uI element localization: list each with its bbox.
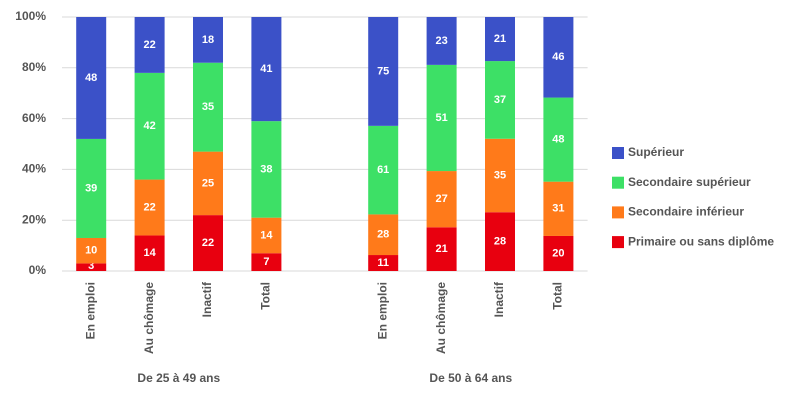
value-label: 42: [143, 120, 155, 132]
value-label: 22: [143, 201, 155, 213]
legend-label: Supérieur: [628, 145, 684, 159]
bar-segment: [426, 171, 457, 228]
bar-segment: [76, 138, 107, 238]
value-label: 28: [494, 236, 506, 248]
bar-segment: [193, 215, 223, 271]
value-label: 51: [435, 112, 447, 124]
bar-segment: [134, 235, 165, 271]
bar-segment: [76, 17, 107, 139]
value-label: 7: [263, 256, 269, 268]
bar-segment: [426, 227, 457, 271]
bar-segment: [251, 121, 282, 218]
x-tick-label: Total: [551, 282, 565, 310]
value-label: 41: [260, 63, 272, 75]
legend-swatch: [612, 147, 624, 159]
x-tick-label: Au chômage: [142, 282, 156, 354]
bar-segment: [485, 17, 515, 62]
bar-segment: [543, 235, 574, 271]
y-tick-label: 40%: [22, 162, 46, 176]
value-label: 25: [202, 177, 214, 189]
value-label: 11: [377, 257, 389, 269]
legend-swatch: [612, 236, 624, 249]
bar-segment: [193, 17, 223, 63]
group-label: De 50 à 64 ans: [429, 371, 512, 385]
value-label: 14: [143, 247, 156, 259]
legend-label: Secondaire inférieur: [628, 205, 744, 219]
value-label: 28: [377, 229, 389, 241]
value-label: 31: [552, 203, 564, 215]
bar-segment: [485, 212, 515, 271]
value-label: 35: [494, 169, 506, 181]
x-tick-label: Total: [259, 282, 273, 310]
value-label: 22: [143, 39, 155, 51]
bar-segment: [193, 62, 223, 152]
value-label: 21: [494, 33, 506, 45]
group-label: De 25 à 49 ans: [137, 371, 220, 385]
x-tick-label: Inactif: [200, 281, 214, 317]
x-tick-label: Inactif: [492, 281, 506, 317]
x-tick-label: En emploi: [83, 282, 97, 339]
value-label: 3: [88, 260, 94, 272]
value-label: 10: [85, 245, 97, 257]
bar-segment: [368, 125, 399, 215]
value-label: 23: [435, 35, 447, 47]
y-tick-label: 80%: [22, 60, 46, 74]
value-label: 48: [85, 72, 97, 84]
y-tick-label: 100%: [15, 9, 46, 23]
bar-segment: [134, 179, 165, 236]
bar-segment: [543, 181, 574, 236]
bar-segment: [134, 72, 165, 180]
value-label: 14: [260, 229, 273, 241]
y-tick-label: 20%: [22, 212, 46, 226]
bar-segment: [251, 253, 282, 271]
value-label: 21: [435, 243, 447, 255]
bar-segment: [368, 255, 399, 271]
value-label: 48: [552, 134, 564, 146]
bar-segment: [485, 61, 515, 139]
x-tick-label: Au chômage: [434, 282, 448, 354]
value-label: 75: [377, 65, 389, 77]
bar-segment: [251, 17, 282, 122]
value-label: 20: [552, 247, 564, 259]
bar-segment: [368, 214, 399, 256]
bar-segment: [426, 17, 457, 65]
value-label: 61: [377, 164, 389, 176]
bar-segment: [543, 97, 574, 182]
y-tick-label: 60%: [22, 111, 46, 125]
legend-label: Secondaire supérieur: [628, 175, 751, 189]
bar-segment: [368, 17, 399, 126]
value-label: 46: [552, 51, 564, 63]
bar-segment: [76, 237, 107, 264]
bar-segment: [485, 138, 515, 213]
legend-label: Primaire ou sans diplôme: [628, 234, 774, 248]
bar-segment: [251, 217, 282, 254]
bar-segment: [76, 263, 107, 271]
y-tick-label: 0%: [29, 263, 47, 277]
legend-swatch: [612, 176, 624, 189]
value-label: 37: [494, 94, 506, 106]
value-label: 22: [202, 237, 214, 249]
bar-segment: [543, 17, 574, 98]
bar-segment: [193, 151, 223, 216]
value-label: 18: [202, 34, 214, 46]
bar-segment: [426, 64, 457, 172]
x-tick-label: En emploi: [375, 282, 389, 339]
value-label: 27: [435, 193, 447, 205]
value-label: 39: [85, 182, 97, 194]
bar-segment: [134, 17, 165, 73]
value-label: 35: [202, 101, 214, 113]
legend-swatch: [612, 206, 624, 219]
value-label: 38: [260, 163, 272, 175]
